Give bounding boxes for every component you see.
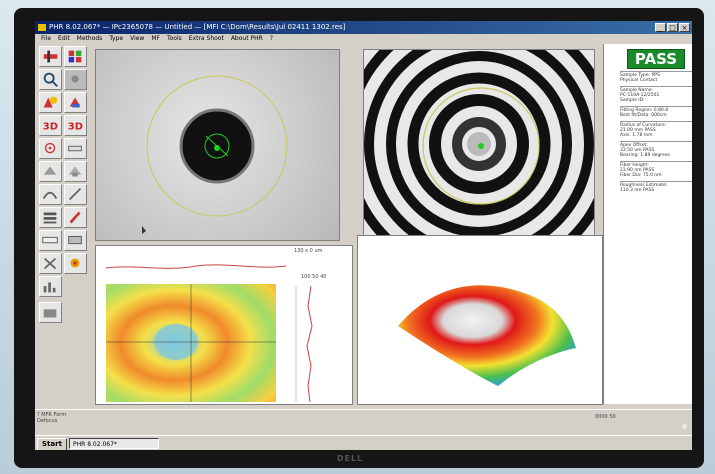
menu-file[interactable]: File	[41, 35, 52, 42]
minimize-button[interactable]: _	[655, 23, 666, 32]
power-button	[682, 424, 687, 429]
tool-color-button[interactable]	[64, 253, 87, 274]
sample-name: Sample Name: PC-110A-12/2501 Sample ID:	[620, 86, 692, 103]
region-icon	[71, 75, 79, 83]
menu-view[interactable]: View	[130, 35, 145, 42]
3d-surface-panel[interactable]	[357, 235, 603, 405]
tool-stack-button[interactable]	[39, 207, 62, 228]
tool-disabled-button[interactable]	[64, 69, 87, 90]
tool-zoom-button[interactable]	[39, 69, 62, 90]
taskbar-app-item[interactable]: PHR 8.02.067*	[69, 438, 159, 449]
pencil-icon	[69, 211, 81, 224]
stack-icon	[43, 212, 57, 224]
status-bar: ? MFR Form Defocus 0000 50	[35, 409, 692, 424]
app-icon	[38, 24, 46, 31]
menu-about[interactable]: About PHR	[230, 35, 263, 42]
mask-icon	[43, 166, 57, 175]
plane-icon	[68, 166, 82, 177]
3d-surface-icon: 3D	[68, 122, 83, 133]
tool-fringe-button[interactable]	[39, 92, 62, 113]
menu-mf[interactable]: MF	[151, 35, 160, 42]
window-controls: _ □ ×	[655, 23, 690, 32]
monitor-logo: DELL	[336, 454, 364, 463]
grid-icon	[68, 50, 82, 63]
roughness: Roughness Estimate: 110.3 nm PASS	[620, 181, 692, 193]
tool-target-button[interactable]	[39, 138, 62, 159]
svg-text:100 50 40: 100 50 40	[301, 274, 326, 280]
menu-edit[interactable]: Edit	[58, 35, 70, 42]
menu-methods[interactable]: Methods	[76, 35, 103, 42]
tool-palette: 3D 3D	[39, 46, 95, 376]
interferogram-panel[interactable]	[363, 49, 595, 241]
close-button[interactable]: ×	[679, 23, 690, 32]
svg-text:3D: 3D	[43, 122, 58, 133]
results-panel	[603, 44, 692, 404]
3d-view-icon: 3D	[43, 122, 58, 133]
taskbar: Start PHR 8.02.067*	[35, 435, 692, 450]
start-button[interactable]: Start	[37, 438, 67, 450]
cross-icon	[44, 257, 57, 270]
tool-histogram-button[interactable]	[39, 276, 62, 297]
tool-ruler-button[interactable]	[39, 230, 62, 251]
zoom-icon	[43, 72, 58, 87]
radius-of-curvature: Radius of Curvature: 21.00 mm PASS Axis:…	[620, 121, 692, 138]
title-bar: PHR 8.02.067* — IPc2365078 — Untitled — …	[35, 21, 692, 34]
line-profile-icon	[43, 50, 58, 63]
fitting-region: Fitting Region: 0.80.8 Best fit/Data: 00…	[620, 106, 692, 118]
tool-3d-surface-button[interactable]: 3D	[64, 115, 87, 136]
tool-line-button[interactable]	[39, 46, 62, 67]
results-list: Sample Type: PPS Physical Contact Sample…	[620, 71, 692, 193]
height-map-panel[interactable]: 100 50 40 130 x 0 um	[95, 245, 353, 405]
diagonal-icon	[68, 187, 82, 201]
window-title: PHR 8.02.067* — IPc2365078 — Untitled — …	[49, 23, 346, 31]
screen: PHR 8.02.067* — IPc2365078 — Untitled — …	[35, 21, 692, 450]
status-right: 0000 50	[595, 414, 616, 420]
folder-icon	[43, 309, 57, 318]
fringe-pattern-image	[364, 50, 594, 240]
tool-measure-button[interactable]	[64, 138, 87, 159]
filter-icon	[68, 235, 82, 245]
pan-icon	[69, 97, 81, 108]
crosshair-icon	[44, 142, 56, 154]
tool-cross-button[interactable]	[39, 253, 62, 274]
tool-pan-button[interactable]	[64, 92, 87, 113]
tool-edit-button[interactable]	[64, 207, 87, 228]
apex-offset: Apex Offset: 33.50 um PASS Bearing: 1.89…	[620, 141, 692, 158]
menu-bar: File Edit Methods Type View MF Tools Ext…	[35, 34, 641, 44]
svg-text:3D: 3D	[68, 122, 83, 133]
histogram-icon	[43, 282, 56, 293]
tool-grid-button[interactable]	[64, 46, 87, 67]
tool-curve-button[interactable]	[39, 184, 62, 205]
fiber-height: Fiber Height: 23.90 nm PASS Fiber Dia: 7…	[620, 161, 692, 178]
status-left: ? MFR Form Defocus	[37, 412, 67, 424]
menu-help[interactable]: ?	[269, 35, 273, 42]
tool-mask-button[interactable]	[39, 161, 62, 182]
tool-filter-button[interactable]	[64, 230, 87, 251]
fiber-end-image	[142, 75, 288, 234]
ruler-icon	[42, 236, 58, 244]
height-map-plot: 100 50 40	[105, 264, 326, 403]
tool-diagonal-button[interactable]	[64, 184, 87, 205]
sample-type: Sample Type: PPS Physical Contact	[620, 71, 692, 83]
surface-scale-label: 130 x 0 um	[294, 248, 323, 254]
curve-icon	[42, 191, 58, 200]
camera-view-panel[interactable]	[95, 49, 340, 241]
3d-surface-plot	[398, 285, 576, 386]
settings-icon	[70, 258, 80, 268]
fringe-icon	[43, 96, 58, 108]
tool-plane-button[interactable]	[64, 161, 87, 182]
tool-folder-button[interactable]	[39, 302, 62, 323]
pass-badge: PASS	[627, 49, 685, 69]
maximize-button[interactable]: □	[667, 23, 678, 32]
tool-3d-button[interactable]: 3D	[39, 115, 62, 136]
menu-extra[interactable]: Extra Shoot	[188, 35, 224, 42]
menu-type[interactable]: Type	[109, 35, 124, 42]
menu-tools[interactable]: Tools	[166, 35, 182, 42]
measure-icon	[68, 145, 82, 152]
